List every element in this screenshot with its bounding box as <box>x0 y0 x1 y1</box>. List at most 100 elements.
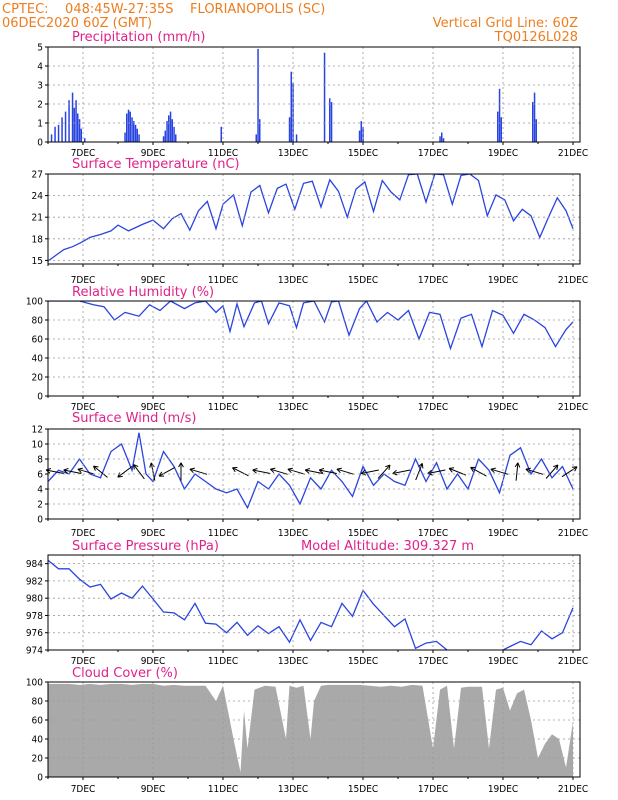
wind-arrow-head <box>287 468 292 474</box>
x-tick-label: 7DEC <box>71 402 96 413</box>
wind-arrow-shaft <box>77 468 96 475</box>
x-tick-label: 17DEC <box>418 402 448 413</box>
y-tick-label: 984 <box>26 559 43 570</box>
header-right-line2: TQ0126L028 <box>494 30 578 45</box>
x-tick-label: 11DEC <box>208 402 238 413</box>
precip-bar <box>360 121 362 142</box>
wind-arrow-head <box>304 469 310 474</box>
x-tick-label: 19DEC <box>488 528 518 539</box>
y-tick-label: 6 <box>37 470 43 481</box>
precip-bar <box>442 138 445 142</box>
wind-arrow-shaft <box>392 469 411 474</box>
x-tick-label: 19DEC <box>488 784 518 795</box>
wind-arrow-head <box>525 468 530 474</box>
wind-arrow-head <box>287 467 293 470</box>
wind-arrow-head <box>133 464 139 468</box>
x-tick-label: 15DEC <box>348 784 378 795</box>
humidity-title: Relative Humidity (%) <box>72 285 214 300</box>
wind-arrow-head <box>427 469 432 474</box>
y-tick-label: 15 <box>32 256 43 267</box>
wind-arrow-head <box>77 468 82 474</box>
wind-arrow-head <box>252 469 257 474</box>
wind-arrow-head <box>388 464 391 471</box>
wind-arrow-head <box>46 468 52 471</box>
precip-bar <box>138 134 140 142</box>
precip-bar <box>257 48 259 142</box>
wind-arrow-shaft <box>63 469 82 474</box>
plot-frame <box>47 428 581 520</box>
wind-arrow-head <box>421 463 424 469</box>
precip-bar <box>162 136 165 142</box>
x-tick-label: 7DEC <box>71 656 96 667</box>
precip-bar <box>498 88 501 142</box>
x-tick-label: 19DEC <box>488 275 518 286</box>
precip-bar <box>78 119 81 142</box>
temperature-title: Surface Temperature (nC) <box>72 157 240 172</box>
precip-bar <box>127 109 130 142</box>
precip-bar <box>535 119 537 142</box>
precip-bar <box>329 98 331 142</box>
plot-frame <box>47 46 581 143</box>
wind-arrow-head <box>553 464 559 468</box>
wind-arrow-head <box>133 464 135 470</box>
y-tick-label: 100 <box>26 678 43 689</box>
y-tick-label: 20 <box>32 754 44 765</box>
precip-bar <box>73 107 75 142</box>
precip-bar <box>54 126 56 142</box>
x-tick-label: 21DEC <box>558 402 588 413</box>
x-tick-label: 15DEC <box>348 528 378 539</box>
y-tick-label: 27 <box>32 170 43 181</box>
wind-arrow-shaft <box>490 468 509 475</box>
precip-bar <box>323 52 326 143</box>
wind-arrow-head <box>385 464 391 468</box>
x-tick-label: 17DEC <box>418 784 448 795</box>
wind-arrow-shaft <box>46 469 64 474</box>
x-tick-label: 9DEC <box>141 402 166 413</box>
y-tick-label: 18 <box>32 234 44 245</box>
y-tick-label: 21 <box>32 213 43 224</box>
x-tick-label: 19DEC <box>488 148 518 159</box>
precip-bar <box>166 121 168 142</box>
x-tick-label: 11DEC <box>208 528 238 539</box>
wind-arrow-head <box>318 469 324 474</box>
x-tick-label: 21DEC <box>558 148 588 159</box>
plot-frame <box>47 554 581 651</box>
y-tick-label: 1 <box>37 119 43 130</box>
y-tick-label: 10 <box>32 440 44 451</box>
y-tick-label: 3 <box>37 81 43 92</box>
wind-arrow-shaft <box>252 469 271 474</box>
y-tick-label: 40 <box>32 354 44 365</box>
wind-arrow-head <box>319 468 325 471</box>
y-tick-label: 5 <box>37 43 43 54</box>
y-tick-label: 100 <box>26 297 43 308</box>
y-tick-label: 40 <box>32 735 44 746</box>
x-tick-label: 21DEC <box>558 656 588 667</box>
temperature-line <box>48 174 574 262</box>
x-tick-label: 13DEC <box>278 402 308 413</box>
x-tick-label: 17DEC <box>418 656 448 667</box>
precip-bar <box>68 100 70 142</box>
y-tick-label: 8 <box>37 455 43 466</box>
wind-arrow-head <box>270 467 276 470</box>
x-tick-label: 7DEC <box>71 528 96 539</box>
precip-bar <box>497 111 499 142</box>
precip-bar <box>255 134 257 142</box>
precip-bar <box>50 134 53 142</box>
precip-bar <box>362 126 364 142</box>
precip-bar <box>126 113 128 142</box>
y-tick-label: 978 <box>26 611 43 622</box>
wind-arrow-head <box>93 465 99 468</box>
wind-arrow-shaft <box>150 462 156 481</box>
x-tick-label: 11DEC <box>208 148 238 159</box>
wind-arrow-shaft <box>133 464 145 480</box>
precip-bar <box>124 132 126 142</box>
x-tick-label: 9DEC <box>141 148 166 159</box>
x-tick-label: 13DEC <box>278 656 308 667</box>
y-tick-label: 4 <box>37 62 43 73</box>
wind-arrow-shaft <box>117 465 133 478</box>
wind-arrow-head <box>514 462 519 468</box>
wind-arrow-head <box>77 467 83 470</box>
panel-precipitation: Precipitation (mm/h) 0 1 2 3 4 5 7DEC 9DEC 11DEC… <box>37 30 588 159</box>
x-tick-label: 19DEC <box>488 402 518 413</box>
wind-arrow-shaft <box>470 466 487 477</box>
